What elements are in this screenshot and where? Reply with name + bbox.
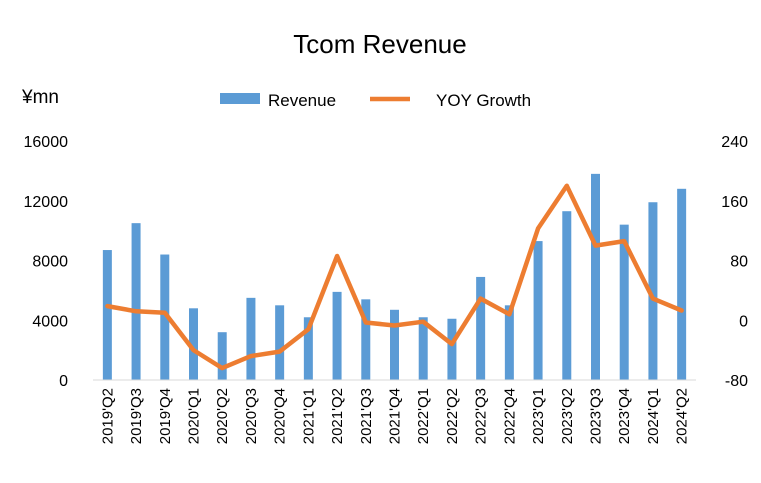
revenue-bar: [447, 318, 457, 380]
x-tick-label: 2021'Q4: [387, 388, 404, 444]
revenue-bar: [332, 291, 342, 380]
y-axis-unit-label: ¥mn: [21, 87, 59, 108]
x-tick-label: 2024'Q1: [645, 388, 662, 444]
y-left-tick-label: 0: [59, 373, 68, 390]
revenue-bar: [418, 317, 428, 380]
y-left-tick-label: 4000: [32, 313, 68, 330]
revenue-bars: [102, 173, 687, 380]
legend: Revenue YOY Growth: [220, 91, 531, 110]
revenue-bar: [677, 188, 687, 380]
yoy-growth-line: [105, 183, 684, 371]
x-tick-label: 2023'Q1: [530, 388, 547, 444]
x-tick-label: 2022'Q2: [444, 388, 461, 444]
revenue-bar: [275, 305, 285, 380]
y-right-tick-label: 160: [721, 194, 748, 211]
revenue-bar: [189, 308, 198, 380]
y-right-tick-label: -80: [725, 373, 748, 390]
revenue-bar: [504, 305, 514, 380]
x-tick-label: 2020'Q4: [272, 388, 289, 444]
x-tick-label: 2023'Q2: [559, 388, 576, 444]
x-tick-label: 2021'Q2: [329, 388, 346, 444]
x-tick-label: 2020'Q3: [243, 388, 260, 444]
revenue-bar: [361, 299, 371, 380]
x-tick-label: 2021'Q3: [358, 388, 375, 444]
revenue-bar: [246, 297, 256, 380]
x-tick-label: 2023'Q3: [588, 388, 605, 444]
y-right-tick-label: 240: [721, 134, 748, 151]
revenue-bar: [303, 317, 313, 380]
x-tick-label: 2022'Q3: [473, 388, 490, 444]
x-tick-label: 2019'Q2: [99, 388, 116, 444]
x-tick-label: 2019'Q4: [157, 388, 174, 444]
y-right-tick-label: 80: [730, 254, 748, 271]
x-tick-label: 2022'Q4: [501, 388, 518, 444]
y-axis-right: -80 0 80 160 240: [721, 134, 748, 390]
y-left-tick-label: 16000: [24, 134, 69, 151]
x-tick-label: 2020'Q2: [214, 388, 231, 444]
x-tick-label: 2021'Q1: [300, 388, 317, 444]
revenue-bar: [476, 276, 486, 380]
revenue-bar: [102, 250, 112, 380]
x-axis: 2019'Q2 2019'Q3 2019'Q4 2020'Q1 2020'Q2 2020'…: [99, 388, 690, 444]
y-left-tick-label: 8000: [32, 254, 68, 271]
y-left-tick-label: 12000: [24, 194, 69, 211]
legend-label-yoy-growth: YOY Growth: [436, 91, 531, 110]
revenue-bar: [591, 173, 600, 380]
x-tick-label: 2024'Q2: [674, 388, 691, 444]
x-tick-label: 2020'Q1: [186, 388, 203, 444]
revenue-bar: [390, 309, 399, 380]
revenue-bar: [562, 211, 572, 380]
revenue-bar: [160, 254, 170, 380]
chart-title: Tcom Revenue: [293, 29, 466, 59]
legend-swatch-revenue: [220, 93, 260, 104]
y-right-tick-label: 0: [739, 313, 748, 330]
x-tick-label: 2023'Q4: [616, 388, 633, 444]
legend-label-revenue: Revenue: [268, 91, 336, 110]
revenue-bar: [619, 224, 629, 380]
revenue-bar: [217, 332, 227, 380]
revenue-bar: [648, 202, 658, 380]
yoy-growth-polyline: [105, 183, 684, 371]
revenue-bar: [533, 241, 543, 380]
revenue-bar: [131, 223, 141, 380]
x-tick-label: 2019'Q3: [128, 388, 145, 444]
x-tick-label: 2022'Q1: [415, 388, 432, 444]
y-axis-left: 0 4000 8000 12000 16000: [24, 134, 69, 390]
